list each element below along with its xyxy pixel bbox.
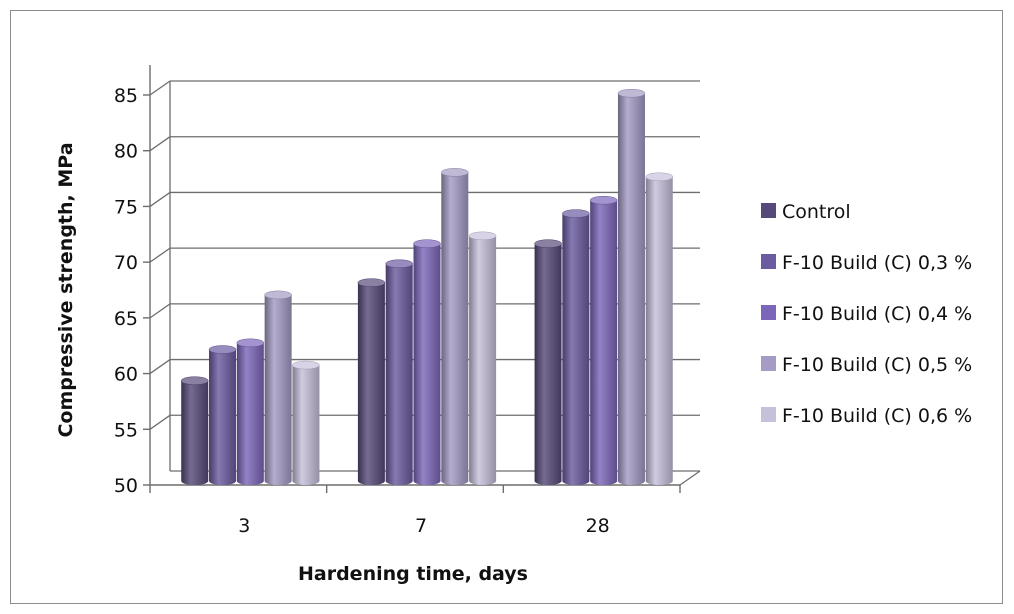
axes <box>143 65 681 493</box>
bar-body <box>385 263 413 485</box>
bar <box>208 345 237 485</box>
bar-top <box>413 239 441 248</box>
bar-body <box>292 365 320 485</box>
bar-top <box>617 88 646 98</box>
bar-top <box>468 231 497 241</box>
bar-body <box>413 243 441 485</box>
legend: Control F-10 Build (C) 0,3 % F-10 Build (C… <box>761 201 972 427</box>
gridline-side <box>149 359 171 375</box>
bar-top <box>562 209 590 218</box>
bar <box>617 88 646 485</box>
gridline-side <box>149 136 171 152</box>
bar-top <box>208 345 237 354</box>
bars <box>180 88 674 486</box>
x-tick-label: 3 <box>238 515 250 537</box>
bar <box>562 209 590 486</box>
legend-item: F-10 Build (C) 0,3 % <box>761 252 972 274</box>
legend-label: Control <box>782 201 851 223</box>
bar-body <box>645 176 673 486</box>
legend-label: F-10 Build (C) 0,6 % <box>782 405 972 427</box>
x-axis-title: Hardening time, days <box>298 563 528 585</box>
bar-body <box>264 294 292 485</box>
gridline-side <box>149 80 171 96</box>
y-tick-label: 85 <box>114 85 138 107</box>
legend-swatch <box>761 407 776 422</box>
bar <box>645 172 674 486</box>
x-tick-label: 28 <box>586 515 610 537</box>
bar-body <box>590 200 618 485</box>
bar-body <box>534 243 562 485</box>
bar-top <box>385 259 413 268</box>
legend-swatch <box>761 203 776 218</box>
bar-top <box>292 360 320 370</box>
bar-body <box>441 172 469 486</box>
legend-item: F-10 Build (C) 0,6 % <box>761 405 972 427</box>
x-tick-labels: 3 7 28 <box>238 515 609 537</box>
bar-top <box>180 376 209 385</box>
bar <box>357 278 386 485</box>
gridline-side <box>149 247 171 263</box>
bar <box>180 376 209 485</box>
bar-top <box>357 278 386 287</box>
legend-swatch <box>761 305 776 320</box>
legend-item: F-10 Build (C) 0,4 % <box>761 303 972 325</box>
bar-top <box>534 239 562 248</box>
floor-right-edge <box>679 470 701 486</box>
bar <box>534 239 562 485</box>
y-tick-label: 65 <box>114 308 138 330</box>
bar-top <box>264 290 292 300</box>
bar <box>385 259 413 485</box>
bar-top <box>441 168 469 177</box>
bar <box>292 360 320 485</box>
bar-top <box>236 338 265 348</box>
bar-body <box>469 235 497 485</box>
y-tick-label: 75 <box>114 196 138 218</box>
y-tick-label: 50 <box>114 475 138 497</box>
bar-body <box>236 342 264 485</box>
legend-item: Control <box>761 201 851 223</box>
y-tick-labels: 50 55 60 65 70 75 80 85 <box>114 85 138 497</box>
chart-frame <box>10 10 1003 604</box>
y-axis-title: Compressive strength, MPa <box>55 142 77 437</box>
y-tick-label: 55 <box>114 419 138 441</box>
y-tick-label: 70 <box>114 252 138 274</box>
legend-label: F-10 Build (C) 0,3 % <box>782 252 972 274</box>
y-tick-label: 80 <box>114 141 138 163</box>
gridline-side <box>149 414 171 430</box>
bar-top <box>589 195 618 205</box>
bar <box>468 231 497 485</box>
legend-swatch <box>761 254 776 269</box>
bar <box>264 290 292 485</box>
bar <box>441 168 469 486</box>
y-tick-label: 60 <box>114 364 138 386</box>
legend-item: F-10 Build (C) 0,5 % <box>761 354 972 376</box>
bar-body <box>562 213 590 486</box>
gridline-side <box>149 191 171 207</box>
bar-body <box>209 349 237 485</box>
legend-swatch <box>761 356 776 371</box>
x-tick-label: 7 <box>415 515 427 537</box>
bar-body <box>357 282 385 485</box>
bar-body <box>181 380 209 485</box>
bar-body <box>617 93 645 485</box>
bar <box>589 195 618 485</box>
bar <box>236 338 265 485</box>
bar <box>413 239 441 485</box>
gridline-side <box>149 303 171 319</box>
bar-top <box>645 172 674 182</box>
legend-label: F-10 Build (C) 0,4 % <box>782 303 972 325</box>
legend-label: F-10 Build (C) 0,5 % <box>782 354 972 376</box>
